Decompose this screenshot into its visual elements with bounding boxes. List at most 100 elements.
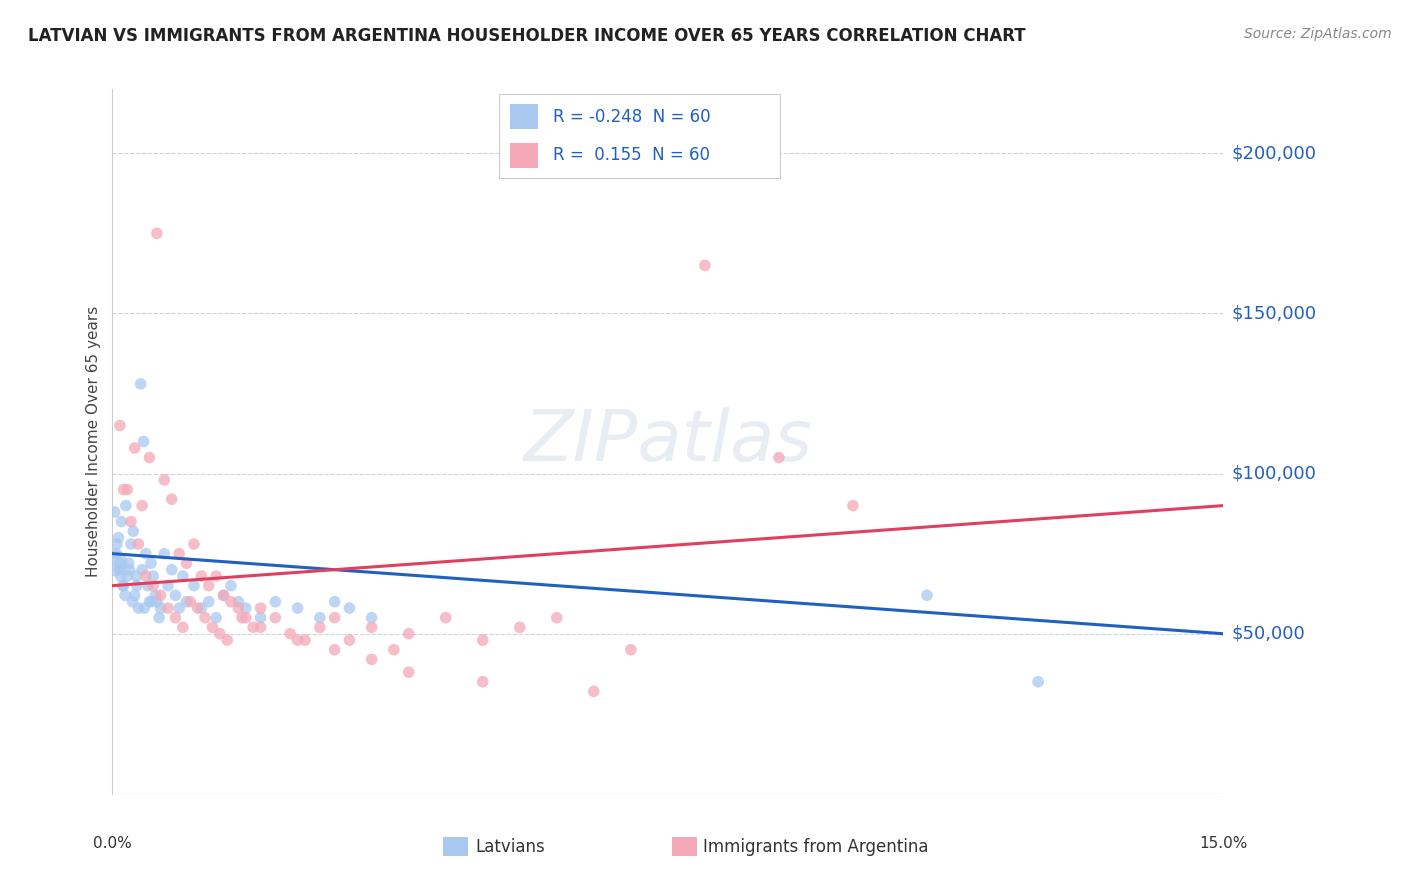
Point	[228, 595, 250, 609]
Point	[118, 563, 141, 577]
Point	[104, 556, 127, 570]
Point	[165, 588, 187, 602]
Point	[249, 610, 271, 624]
Point	[107, 531, 129, 545]
Point	[190, 569, 212, 583]
Point	[125, 579, 148, 593]
Point	[110, 569, 132, 583]
Point	[294, 633, 316, 648]
Point	[176, 595, 198, 609]
Point	[339, 633, 361, 648]
Point	[264, 595, 287, 609]
Point	[118, 556, 141, 570]
Point	[235, 601, 257, 615]
Text: 15.0%: 15.0%	[1199, 836, 1247, 851]
Point	[219, 595, 242, 609]
Point	[114, 588, 136, 602]
Point	[127, 537, 149, 551]
Point	[287, 601, 309, 615]
Point	[157, 601, 180, 615]
Point	[208, 626, 231, 640]
Point	[205, 569, 228, 583]
Point	[131, 563, 153, 577]
Point	[620, 642, 643, 657]
Point	[287, 633, 309, 648]
Point	[323, 595, 346, 609]
Point	[153, 547, 176, 561]
Point	[146, 595, 169, 609]
Point	[117, 483, 139, 497]
Point	[148, 610, 170, 624]
Point	[360, 652, 382, 666]
Point	[308, 620, 330, 634]
Text: Immigrants from Argentina: Immigrants from Argentina	[703, 838, 928, 855]
Point	[172, 569, 194, 583]
Point	[124, 588, 146, 602]
Point	[124, 441, 146, 455]
Point	[167, 547, 190, 561]
Text: $200,000: $200,000	[1232, 145, 1316, 162]
Point	[187, 601, 209, 615]
Point	[167, 601, 190, 615]
Point	[145, 588, 167, 602]
Point	[112, 579, 135, 593]
Point	[228, 601, 250, 615]
Point	[160, 492, 183, 507]
Text: $150,000: $150,000	[1232, 304, 1316, 322]
Point	[434, 610, 457, 624]
Point	[231, 610, 253, 624]
Point	[197, 595, 219, 609]
Point	[398, 665, 420, 680]
Point	[129, 376, 152, 391]
Point	[398, 626, 420, 640]
Text: $50,000: $50,000	[1232, 624, 1305, 643]
Point	[139, 556, 162, 570]
Point	[471, 633, 494, 648]
Point	[114, 499, 136, 513]
Point	[242, 620, 264, 634]
Point	[135, 569, 157, 583]
Point	[110, 515, 132, 529]
Point	[132, 434, 155, 449]
Point	[142, 579, 165, 593]
Point	[582, 684, 605, 698]
Text: Source: ZipAtlas.com: Source: ZipAtlas.com	[1244, 27, 1392, 41]
Point	[190, 601, 212, 615]
Point	[546, 610, 568, 624]
Text: Latvians: Latvians	[475, 838, 546, 855]
Point	[183, 579, 205, 593]
Point	[323, 642, 346, 657]
Point	[105, 547, 128, 561]
Point	[120, 537, 142, 551]
Point	[134, 601, 156, 615]
Point	[842, 499, 865, 513]
Point	[141, 595, 163, 609]
Point	[212, 588, 235, 602]
Point	[108, 418, 131, 433]
Point	[142, 569, 165, 583]
Point	[194, 610, 217, 624]
Point	[323, 610, 346, 624]
Text: ZIPatlas: ZIPatlas	[523, 407, 813, 476]
Point	[111, 579, 134, 593]
Point	[138, 450, 160, 465]
Point	[249, 601, 271, 615]
Point	[153, 473, 176, 487]
Point	[112, 483, 135, 497]
Point	[308, 610, 330, 624]
Point	[165, 610, 187, 624]
Point	[235, 610, 257, 624]
Point	[157, 579, 180, 593]
Point	[125, 569, 148, 583]
Point	[360, 620, 382, 634]
Text: $100,000: $100,000	[1232, 465, 1316, 483]
Point	[509, 620, 531, 634]
Point	[122, 524, 145, 539]
Point	[212, 588, 235, 602]
Point	[693, 259, 716, 273]
Point	[104, 505, 127, 519]
Point	[339, 601, 361, 615]
Point	[160, 563, 183, 577]
Point	[278, 626, 301, 640]
Point	[138, 595, 160, 609]
